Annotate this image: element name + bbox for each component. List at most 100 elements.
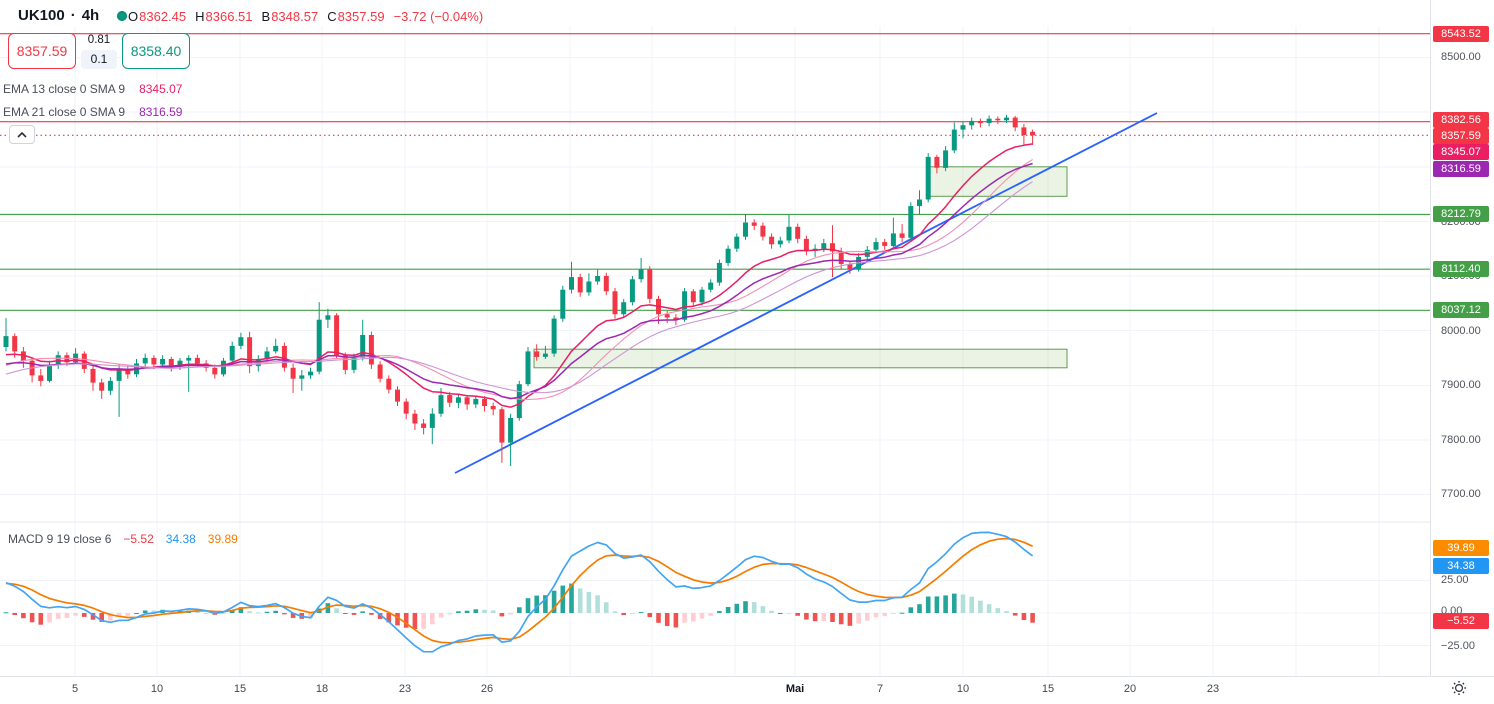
- macd-histogram-bar: [264, 611, 270, 613]
- candle-body: [925, 156, 931, 200]
- time-axis-label: 10: [150, 683, 164, 695]
- candle-body: [534, 351, 540, 357]
- candle-body: [673, 317, 679, 320]
- price-axis-badge: 8345.07: [1433, 144, 1489, 160]
- symbol-title[interactable]: UK100 · 4h: [18, 7, 128, 24]
- candle-body: [368, 335, 374, 365]
- macd-histogram-bar: [699, 613, 705, 619]
- macd-histogram-bar: [238, 607, 244, 613]
- price-axis-badge: −5.52: [1433, 613, 1489, 629]
- price-axis[interactable]: 8500.008200.008100.008000.007900.007800.…: [1430, 0, 1494, 676]
- candle-body: [603, 276, 609, 292]
- macd-signal-line[interactable]: [5, 537, 1033, 644]
- candle-body: [769, 236, 775, 245]
- collapse-indicators-button[interactable]: [9, 125, 35, 144]
- macd-histogram-bar: [717, 611, 722, 613]
- candle-body: [281, 345, 287, 368]
- macd-histogram-bar: [621, 613, 626, 616]
- candle-body: [499, 409, 505, 443]
- macd-histogram-bar: [108, 613, 113, 621]
- candle-body: [186, 357, 192, 361]
- macd-histogram-bar: [290, 613, 296, 618]
- price-axis-label: −25.00: [1441, 640, 1475, 652]
- time-axis[interactable]: 5 10 15 18 23 26 Mai 7 10 15 20 23: [0, 676, 1494, 704]
- macd-histogram-bar: [482, 609, 487, 613]
- trendline[interactable]: [454, 112, 1158, 474]
- candle-body: [873, 242, 879, 250]
- indicator-name: EMA 13 close 0 SMA 9: [3, 82, 126, 96]
- indicator-legend-ema13[interactable]: EMA 13 close 0 SMA 9 8345.07: [3, 82, 182, 96]
- candle-body: [1012, 117, 1018, 128]
- ema-21-line[interactable]: [5, 162, 1033, 400]
- candle-body: [803, 238, 809, 251]
- candle-body: [160, 359, 166, 365]
- sell-button[interactable]: 8357.59: [8, 33, 76, 69]
- candle-body: [1030, 131, 1036, 136]
- indicator-legend-macd[interactable]: MACD 9 19 close 6 −5.52 34.38 39.89: [8, 532, 238, 546]
- zone-box[interactable]: [533, 348, 1068, 369]
- macd-histogram-bar: [986, 604, 992, 613]
- candle-body: [342, 355, 348, 370]
- macd-histogram-bar: [221, 613, 226, 614]
- candle-body: [777, 240, 783, 245]
- ema-13-line[interactable]: [5, 143, 1033, 408]
- candle-body: [168, 359, 174, 367]
- macd-histogram-bar: [343, 613, 348, 614]
- candle-body: [1021, 127, 1027, 135]
- macd-histogram-bar: [543, 595, 548, 613]
- macd-histogram-bar: [804, 613, 809, 620]
- macd-line-value: 34.38: [165, 532, 196, 546]
- candle-body: [586, 281, 592, 293]
- candle-body: [47, 364, 52, 381]
- macd-histogram-bar: [664, 613, 670, 626]
- gear-icon: [1452, 681, 1466, 695]
- macd-histogram-bar: [795, 613, 800, 616]
- macd-histogram-bar: [952, 593, 957, 613]
- macd-histogram-bar: [978, 600, 983, 613]
- time-axis-label: 18: [315, 683, 329, 695]
- candle-body: [508, 418, 514, 443]
- candle-body: [151, 357, 157, 365]
- candle-body: [682, 291, 688, 320]
- spread-box: 0.81 0.1: [80, 33, 118, 69]
- candle-body: [516, 384, 522, 419]
- candle-body: [247, 337, 253, 367]
- candle-body: [473, 398, 479, 405]
- candle-body: [969, 120, 975, 126]
- macd-line[interactable]: [5, 531, 1034, 653]
- ema-21-smoothing-line[interactable]: [5, 181, 1033, 394]
- macd-histogram-bar: [769, 610, 774, 613]
- buy-button[interactable]: 8358.40: [122, 33, 190, 69]
- macd-histogram-bar: [821, 613, 827, 621]
- candle-body: [464, 397, 470, 405]
- main-chart[interactable]: [0, 0, 1430, 676]
- zone-box[interactable]: [927, 166, 1068, 197]
- candle-body: [377, 364, 383, 379]
- candle-body: [438, 395, 444, 414]
- macd-histogram-bar: [691, 613, 696, 622]
- candle-body: [360, 335, 366, 358]
- indicator-legend-ema21[interactable]: EMA 21 close 0 SMA 9 8316.59: [3, 105, 182, 119]
- price-axis-badge: 8112.40: [1433, 261, 1489, 277]
- macd-histogram-bar: [73, 613, 78, 616]
- price-axis-badge: 8357.59: [1433, 128, 1489, 144]
- candle-body: [1004, 117, 1009, 121]
- time-axis-label: 7: [876, 683, 884, 695]
- change-value: −3.72 (−0.04%): [393, 9, 484, 24]
- market-status-icon[interactable]: [117, 10, 128, 21]
- macd-histogram-bar: [12, 613, 17, 615]
- low-letter: B: [261, 9, 271, 24]
- time-axis-label: 5: [71, 683, 79, 695]
- candle-body: [960, 125, 966, 130]
- candle-body: [908, 206, 914, 238]
- time-axis-label: 23: [398, 683, 412, 695]
- macd-histogram-bar: [656, 613, 661, 623]
- macd-histogram-bar: [438, 613, 444, 618]
- candle-body: [90, 368, 96, 383]
- candle-body: [273, 345, 279, 352]
- time-axis-settings-button[interactable]: [1447, 676, 1471, 700]
- candle-body: [99, 382, 105, 391]
- candle-body: [569, 277, 574, 290]
- candle-body: [194, 357, 200, 364]
- candle-body: [890, 233, 896, 246]
